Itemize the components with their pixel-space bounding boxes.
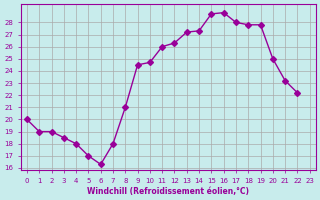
X-axis label: Windchill (Refroidissement éolien,°C): Windchill (Refroidissement éolien,°C)	[87, 187, 249, 196]
